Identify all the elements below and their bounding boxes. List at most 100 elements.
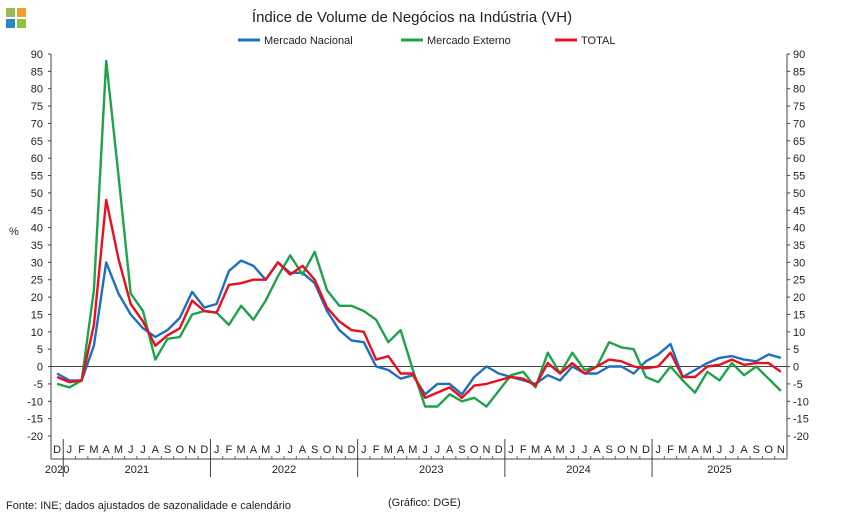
x-month-label: M (408, 444, 417, 456)
y-tick-label-left: -10 (27, 396, 43, 408)
y-tick-label-left: 10 (31, 327, 43, 339)
x-month-label: J (140, 444, 146, 456)
y-tick-label-left: 5 (37, 344, 43, 356)
x-month-label: D (53, 444, 61, 456)
y-ticks-right: -20 -15 -10 -5 0 5 10 15 20 25 30 35 40 45 50 55 60 65 70 7… (787, 49, 809, 443)
y-tick-label-left: 30 (31, 257, 43, 269)
y-tick-label-left: 80 (31, 84, 43, 96)
y-tick-label-right: 40 (793, 223, 805, 235)
x-month-label: N (188, 444, 196, 456)
x-year-label: 2020 (45, 464, 69, 476)
x-month-label: O (323, 444, 332, 456)
x-month-label: M (89, 444, 98, 456)
y-tick-label-left: 20 (31, 292, 43, 304)
x-month-label: A (103, 444, 111, 456)
y-tick-label-right: 20 (793, 292, 805, 304)
y-tick-label-right: 35 (793, 240, 805, 252)
x-month-label: A (446, 444, 454, 456)
x-year-label: 2022 (272, 464, 296, 476)
y-tick-label-left: 65 (31, 136, 43, 148)
y-tick-label-right: 55 (793, 171, 805, 183)
x-year-label: 2025 (707, 464, 731, 476)
y-tick-label-left: -15 (27, 414, 43, 426)
x-year-label: 2023 (419, 464, 443, 476)
x-month-label: A (740, 444, 748, 456)
x-month-label: S (753, 444, 760, 456)
y-tick-label-right: 90 (793, 49, 805, 61)
x-month-label: M (555, 444, 564, 456)
x-month-label: D (495, 444, 503, 456)
x-month-label: J (582, 444, 588, 456)
x-month-label: S (458, 444, 465, 456)
x-month-label: F (667, 444, 674, 456)
x-month-label: M (261, 444, 270, 456)
x-month-label: N (630, 444, 638, 456)
x-month-label: S (605, 444, 612, 456)
x-month-label: F (520, 444, 527, 456)
series-line-total (56, 198, 782, 399)
x-month-label: F (78, 444, 85, 456)
y-tick-label-right: 0 (793, 362, 799, 374)
x-month-label: J (361, 444, 367, 456)
logo-square-1 (6, 8, 15, 17)
x-month-label: A (544, 444, 552, 456)
series-line-mercado-nacional (56, 259, 782, 396)
x-month-label: D (642, 444, 650, 456)
x-year-label: 2021 (125, 464, 149, 476)
x-month-label: M (678, 444, 687, 456)
legend: Mercado Nacional Mercado Externo TOTAL (238, 35, 615, 47)
x-month-label: S (164, 444, 171, 456)
x-month-label: A (299, 444, 307, 456)
x-year-label: 2024 (566, 464, 590, 476)
x-month-label: S (311, 444, 318, 456)
y-tick-label-right: -10 (793, 396, 809, 408)
logo-square-3 (6, 19, 15, 28)
logo-square-2 (17, 8, 26, 17)
y-tick-label-right: 70 (793, 118, 805, 130)
y-tick-label-left: 35 (31, 240, 43, 252)
x-month-label: J (729, 444, 735, 456)
chart-title: Índice de Volume de Negócios na Indústri… (252, 9, 572, 26)
y-ticks-left: -20 -15 -10 -5 0 5 10 15 20 25 30 35 40 45 50 55 60 65 70 7… (27, 49, 51, 443)
y-tick-label-left: 55 (31, 171, 43, 183)
series-lines (56, 59, 782, 408)
y-tick-label-left: 45 (31, 205, 43, 217)
y-tick-label-right: 50 (793, 188, 805, 200)
axes (50, 54, 788, 460)
y-tick-label-right: -20 (793, 431, 809, 443)
y-tick-label-right: 25 (793, 275, 805, 287)
x-month-label: A (397, 444, 405, 456)
y-tick-label-left: 70 (31, 118, 43, 130)
y-tick-label-right: 45 (793, 205, 805, 217)
x-month-label: N (482, 444, 490, 456)
y-axis-label: % (9, 226, 19, 238)
logo-icon (6, 8, 26, 28)
x-month-label: M (531, 444, 540, 456)
y-tick-label-left: 50 (31, 188, 43, 200)
x-year-labels: 2020 2021 2022 2023 2024 2025 (45, 439, 732, 477)
x-month-label: N (777, 444, 785, 456)
x-month-label: A (250, 444, 258, 456)
x-month-label: N (335, 444, 343, 456)
y-tick-label-left: 85 (31, 66, 43, 78)
x-month-label: M (703, 444, 712, 456)
y-tick-label-left: 25 (31, 275, 43, 287)
y-tick-label-right: -15 (793, 414, 809, 426)
x-month-label: J (508, 444, 514, 456)
footer-credit: (Gráfico: DGE) (388, 497, 461, 509)
x-month-label: D (348, 444, 356, 456)
y-tick-label-left: -20 (27, 431, 43, 443)
y-tick-label-left: 0 (37, 362, 43, 374)
x-month-label: A (593, 444, 601, 456)
x-month-label: J (717, 444, 723, 456)
x-month-label: M (384, 444, 393, 456)
x-month-label: A (152, 444, 160, 456)
y-tick-label-right: 65 (793, 136, 805, 148)
y-tick-label-right: -5 (793, 379, 803, 391)
x-month-label: O (176, 444, 185, 456)
legend-label: Mercado Nacional (264, 35, 353, 47)
x-month-label: J (67, 444, 73, 456)
x-month-label: J (214, 444, 220, 456)
y-tick-label-right: 60 (793, 153, 805, 165)
